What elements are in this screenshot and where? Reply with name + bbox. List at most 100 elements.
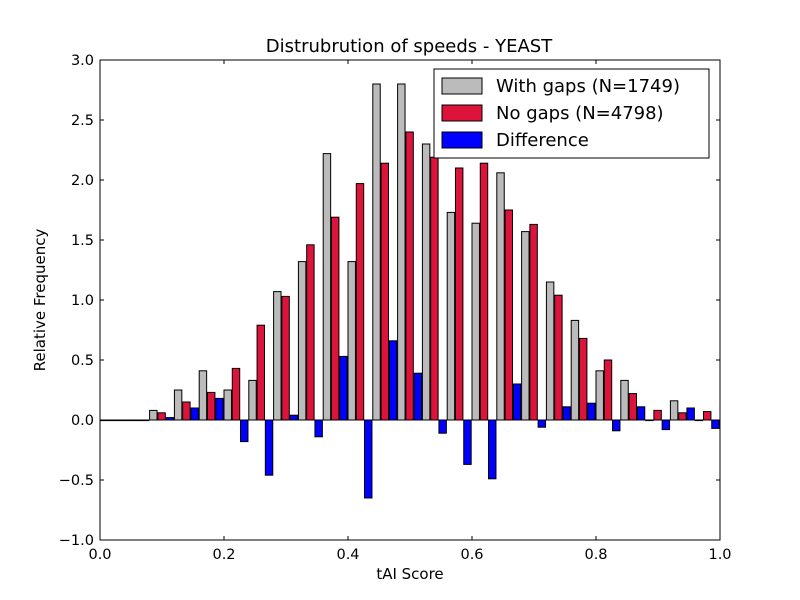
bar-series-2-bin-5 <box>206 391 216 421</box>
bar-series-2-bin-15 <box>454 167 464 421</box>
x-tick-label: 0.8 <box>584 547 607 563</box>
bar-series-1-bin-21 <box>595 370 604 421</box>
bar-series-2-bin-24 <box>678 412 687 421</box>
bar-series-3-bin-1 <box>116 419 125 422</box>
bar-series-2-bin-12 <box>380 162 390 421</box>
bars-layer <box>99 83 720 499</box>
bar-series-2-bin-1 <box>107 419 117 422</box>
bar-series-3-bin-24 <box>686 407 695 421</box>
bar-series-1-bin-5 <box>198 370 208 421</box>
bar-series-3-bin-18 <box>537 419 547 428</box>
bar-series-1-bin-25 <box>694 419 704 422</box>
bar-series-1-bin-15 <box>446 211 456 421</box>
legend-swatch <box>441 104 483 122</box>
bar-series-2-bin-23 <box>653 409 662 421</box>
bar-series-3-bin-3 <box>165 417 175 421</box>
bar-series-1-bin-13 <box>397 83 406 421</box>
bar-series-1-bin-17 <box>496 172 505 421</box>
legend-label: With gaps (N=1749) <box>496 76 680 97</box>
bar-series-1-bin-10 <box>322 153 332 421</box>
bar-series-2-bin-18 <box>529 223 538 421</box>
bar-series-2-bin-10 <box>330 216 340 421</box>
y-tick-label: 2.5 <box>71 113 94 129</box>
x-tick-label: 0.0 <box>88 547 111 563</box>
bar-series-3-bin-20 <box>587 402 596 421</box>
bar-series-3-bin-16 <box>488 419 497 480</box>
bar-series-2-bin-13 <box>405 131 414 421</box>
bar-series-3-bin-2 <box>140 419 150 422</box>
bar-series-1-bin-23 <box>645 419 654 422</box>
bar-series-2-bin-19 <box>554 294 563 421</box>
x-tick-label: 0.2 <box>212 547 235 563</box>
bar-series-3-bin-21 <box>612 419 621 432</box>
bar-series-1-bin-19 <box>545 281 555 421</box>
bar-series-1-bin-11 <box>347 261 356 421</box>
bar-series-2-bin-17 <box>504 209 514 421</box>
x-tick-label: 1.0 <box>708 547 731 563</box>
y-tick-label: 0.5 <box>71 353 94 369</box>
bar-series-2-bin-16 <box>479 162 489 421</box>
bar-series-3-bin-6 <box>240 419 249 443</box>
bar-series-2-bin-9 <box>306 244 315 421</box>
y-tick-label: −1.0 <box>59 533 94 549</box>
bar-series-3-bin-12 <box>388 340 398 421</box>
bar-series-1-bin-12 <box>372 83 381 421</box>
bar-series-2-bin-3 <box>157 412 166 421</box>
y-tick-label: 0.0 <box>71 413 94 429</box>
bar-series-3-bin-19 <box>562 406 571 421</box>
chart-title: Distrubrution of speeds - YEAST <box>266 36 553 57</box>
bar-series-2-bin-11 <box>355 183 365 421</box>
bar-series-1-bin-9 <box>297 261 307 421</box>
bar-series-2-bin-8 <box>281 295 290 421</box>
bar-series-3-bin-17 <box>512 383 522 421</box>
bar-series-1-bin-4 <box>173 389 183 421</box>
y-tick-label: −0.5 <box>59 473 94 489</box>
bar-series-3-bin-7 <box>264 419 274 476</box>
legend-label: No gaps (N=4798) <box>496 103 664 124</box>
bar-series-2-bin-7 <box>256 324 266 421</box>
bar-series-2-bin-20 <box>578 337 588 421</box>
bar-series-2-bin-22 <box>628 393 638 421</box>
bar-series-1-bin-20 <box>570 319 580 421</box>
bar-series-1-bin-24 <box>669 400 679 421</box>
x-axis-label: tAI Score <box>376 565 443 583</box>
axes-frame <box>99 59 721 541</box>
bar-series-3-bin-10 <box>339 355 348 421</box>
bar-series-3-bin-11 <box>364 419 373 499</box>
bar-series-1-bin-6 <box>223 389 232 421</box>
bar-series-2-bin-21 <box>603 359 613 421</box>
bar-series-1-bin-8 <box>273 291 282 421</box>
legend: With gaps (N=1749) No gaps (N=4798) Differ… <box>433 68 710 159</box>
bar-series-3-bin-5 <box>215 397 224 421</box>
bar-series-3-bin-13 <box>413 372 423 421</box>
bar-series-3-bin-9 <box>314 419 323 438</box>
y-tick-label: 1.5 <box>71 233 94 249</box>
bar-series-3-bin-15 <box>463 419 472 465</box>
bar-series-3-bin-23 <box>661 419 671 431</box>
bar-series-1-bin-22 <box>620 379 629 421</box>
legend-swatch <box>441 131 483 149</box>
bar-series-2-bin-6 <box>231 367 241 421</box>
bar-series-1-bin-14 <box>421 143 431 421</box>
bar-series-2-bin-4 <box>182 401 191 421</box>
bar-series-2-bin-14 <box>430 156 439 421</box>
x-tick-label: 0.6 <box>460 547 483 563</box>
bar-series-3-bin-14 <box>438 419 447 434</box>
bar-series-3-bin-4 <box>190 407 199 421</box>
x-tick-label: 0.4 <box>336 547 359 563</box>
bar-series-1-bin-16 <box>471 222 480 421</box>
y-tick-label: 3.0 <box>71 53 94 69</box>
legend-swatch <box>441 77 483 95</box>
y-tick-label: 2.0 <box>71 173 94 189</box>
bar-series-1-bin-2 <box>124 419 133 422</box>
bar-series-1-bin-3 <box>149 409 158 421</box>
legend-label: Difference <box>496 130 589 151</box>
bar-series-3-bin-8 <box>289 414 299 421</box>
y-tick-label: 1.0 <box>71 293 94 309</box>
bar-series-3-bin-22 <box>636 406 646 421</box>
y-axis-label: Relative Frequency <box>31 229 49 372</box>
bar-series-1-bin-18 <box>521 231 530 421</box>
bar-series-2-bin-2 <box>132 419 142 422</box>
bar-series-3-bin-25 <box>711 419 720 429</box>
